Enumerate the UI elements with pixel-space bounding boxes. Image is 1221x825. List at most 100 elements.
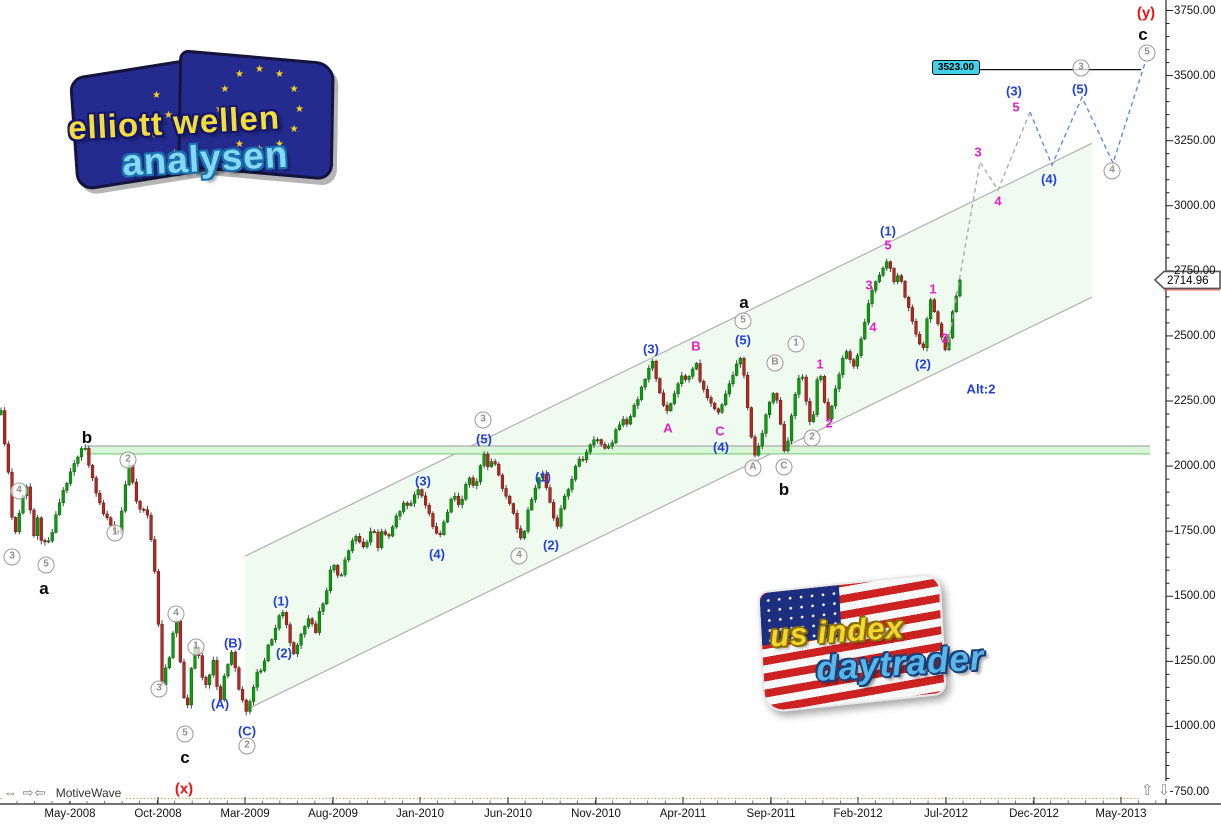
chart-nav-arrows-icon[interactable]: ⇔ ⇨⇦ (4, 785, 47, 800)
candle-body (658, 378, 662, 394)
candle-body (266, 644, 270, 662)
wave-label: b (81, 428, 93, 447)
candle-body (841, 358, 845, 375)
candle-body (442, 521, 446, 535)
eu-star-icon: ★ (220, 124, 230, 135)
candle-body (636, 399, 640, 406)
wave-label: c (1138, 25, 1148, 44)
wave-label-circled: 5 (176, 725, 194, 743)
wave-label-circled: 5 (37, 556, 55, 574)
scroll-up-icon[interactable]: ⇧ (1141, 782, 1154, 799)
current-price-text: 2714.96 (1167, 275, 1209, 287)
candle-body (431, 513, 435, 527)
wave-label: 2 (941, 330, 949, 346)
candle-body (808, 401, 812, 422)
candle-body (888, 261, 892, 269)
candle-body (574, 465, 578, 480)
candle-body (486, 454, 490, 467)
wave-label-circled: 2 (238, 737, 256, 755)
us-index-daytrader-logo: us index daytrader (748, 570, 1038, 720)
scroll-down-icon[interactable]: ⇩ (1157, 782, 1171, 799)
candle-body (321, 603, 325, 612)
x-axis-tick-label: May-2008 (44, 808, 96, 820)
candle-body (650, 360, 655, 369)
candle-body (877, 275, 881, 282)
eu-star-icon: ★ (289, 124, 299, 135)
eu-star-icon: ★ (220, 84, 230, 95)
candle-body (208, 674, 212, 685)
candle-body (105, 513, 109, 519)
candle-body (222, 675, 226, 700)
candle-body (149, 514, 153, 540)
eu-star-icon: ★ (295, 104, 304, 115)
candle-body (325, 590, 329, 605)
wave-label-circled: 1 (787, 335, 805, 353)
candle-body (753, 436, 757, 456)
candle-body (822, 376, 827, 403)
eu-star-icon: ★ (255, 64, 264, 75)
candle-body (17, 512, 21, 533)
scroll-arrows: ⇧ ⇩ (1141, 781, 1171, 799)
candle-body (475, 481, 479, 486)
wave-label: (2) (915, 356, 931, 372)
candle-body (833, 388, 838, 407)
candle-body (705, 389, 709, 398)
wave-label-circled: 3 (474, 411, 492, 429)
candle-body (848, 351, 852, 360)
primary-projection-blue (1029, 59, 1147, 167)
candle-body (541, 473, 545, 479)
wave-label: (B) (223, 635, 243, 651)
candle-body (757, 445, 761, 456)
trend-channel (245, 143, 1092, 711)
candle-body (32, 509, 36, 537)
candle-body (874, 281, 878, 291)
candle-body (563, 495, 567, 509)
wave-label: a (739, 293, 749, 312)
wave-label: a (39, 579, 49, 598)
candle-body (43, 540, 47, 543)
candle-body (460, 499, 464, 505)
candle-body (438, 533, 442, 535)
candle-body (478, 465, 483, 482)
candle-body (932, 299, 936, 312)
candle-body (958, 279, 962, 297)
candle-body (262, 660, 267, 671)
candle-body (680, 375, 684, 385)
candle-body (914, 320, 918, 335)
candle-body (519, 528, 523, 539)
candle-body (101, 502, 106, 515)
y-axis-tick-label: 3250.00 (1174, 134, 1216, 147)
candle-body (372, 531, 376, 534)
x-axis-tick-label: Sep-2011 (746, 808, 796, 820)
candle-body (233, 651, 237, 669)
y-axis-tick-label: 3750.00 (1174, 4, 1216, 17)
candle-body (98, 492, 102, 504)
wave-label: (1) (535, 469, 551, 485)
candle-body (281, 612, 285, 617)
wave-label-circled: 2 (803, 429, 821, 447)
wave-label: 5 (1012, 99, 1020, 115)
wave-label: (C) (237, 723, 257, 739)
candle-body (764, 414, 768, 434)
candle-body (14, 517, 18, 533)
candle-body (610, 442, 614, 447)
candle-body (229, 651, 234, 665)
candle-body (581, 458, 585, 461)
candle-body (786, 440, 790, 452)
wave-label: (1) (880, 223, 896, 239)
candle-body (837, 374, 841, 389)
candle-body (797, 378, 801, 395)
candle-body (709, 397, 713, 404)
candle-body (376, 531, 380, 548)
candle-body (412, 494, 417, 504)
candle-body (899, 275, 903, 282)
candle-body (391, 526, 395, 537)
candle-body (632, 405, 636, 417)
wave-label: (x) (174, 780, 194, 798)
candle-body (3, 410, 7, 445)
candle-body (83, 447, 87, 450)
candle-body (929, 299, 933, 320)
wave-label-circled: B (766, 354, 784, 372)
candle-body (405, 502, 409, 506)
wave-label: 1 (816, 356, 824, 372)
